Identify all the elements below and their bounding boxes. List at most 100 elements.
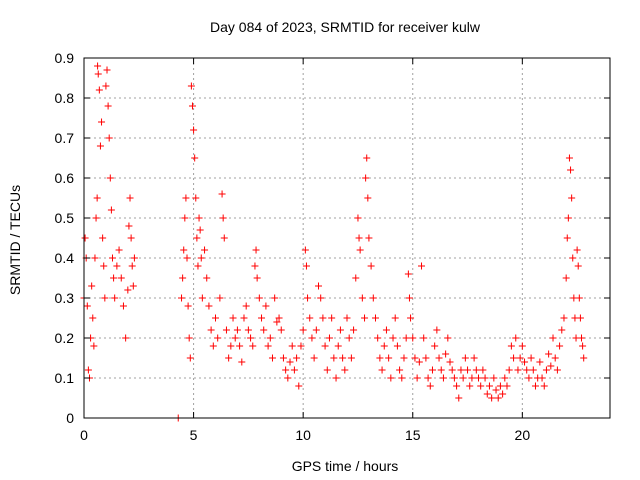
data-point bbox=[483, 390, 491, 398]
data-point bbox=[92, 214, 100, 222]
data-point bbox=[575, 294, 583, 302]
data-point bbox=[186, 354, 194, 362]
data-point bbox=[182, 194, 190, 202]
data-point bbox=[107, 206, 115, 214]
data-point bbox=[113, 262, 121, 270]
data-point bbox=[271, 294, 279, 302]
data-point bbox=[579, 342, 587, 350]
data-point bbox=[218, 190, 226, 198]
data-point bbox=[302, 262, 310, 270]
data-point bbox=[355, 234, 363, 242]
data-point bbox=[96, 142, 104, 150]
data-point bbox=[84, 366, 92, 374]
data-point bbox=[466, 382, 474, 390]
data-point bbox=[472, 366, 480, 374]
data-point bbox=[576, 314, 584, 322]
data-point bbox=[507, 342, 515, 350]
data-point bbox=[205, 302, 213, 310]
data-point bbox=[580, 354, 588, 362]
data-point bbox=[119, 302, 127, 310]
data-point bbox=[100, 262, 108, 270]
data-point bbox=[516, 354, 524, 362]
chart-title: Day 084 of 2023, SRMTID for receiver kul… bbox=[210, 19, 481, 35]
data-point bbox=[545, 350, 553, 358]
data-point bbox=[398, 374, 406, 382]
data-point bbox=[369, 294, 377, 302]
data-point bbox=[242, 302, 250, 310]
data-point bbox=[268, 354, 276, 362]
data-point bbox=[446, 358, 454, 366]
grid-lines bbox=[84, 58, 610, 418]
data-point bbox=[108, 254, 116, 262]
data-point bbox=[391, 314, 399, 322]
data-point bbox=[319, 314, 327, 322]
y-tick-label: 0.5 bbox=[55, 210, 75, 226]
data-point bbox=[321, 342, 329, 350]
x-tick-label: 5 bbox=[190, 427, 198, 443]
data-point bbox=[341, 366, 349, 374]
data-point bbox=[106, 174, 114, 182]
data-point bbox=[212, 314, 219, 322]
data-point bbox=[94, 70, 102, 78]
data-point bbox=[496, 382, 504, 390]
y-tick-label: 0.3 bbox=[55, 290, 75, 306]
data-point bbox=[573, 246, 581, 254]
data-point bbox=[503, 382, 511, 390]
data-point bbox=[330, 354, 338, 362]
data-point bbox=[521, 358, 529, 366]
data-point bbox=[453, 382, 461, 390]
data-point bbox=[124, 286, 132, 294]
data-point bbox=[567, 166, 575, 174]
data-point bbox=[529, 366, 537, 374]
data-point bbox=[376, 354, 384, 362]
data-point bbox=[336, 326, 344, 334]
data-point bbox=[98, 118, 106, 126]
data-point bbox=[485, 382, 493, 390]
data-point bbox=[191, 154, 199, 162]
data-point bbox=[481, 374, 489, 382]
data-point bbox=[129, 282, 137, 290]
data-point bbox=[358, 294, 366, 302]
data-point bbox=[193, 234, 201, 242]
data-point bbox=[181, 214, 189, 222]
data-point bbox=[192, 194, 200, 202]
data-point bbox=[251, 262, 259, 270]
data-point bbox=[102, 82, 110, 90]
data-point bbox=[367, 262, 375, 270]
data-point bbox=[475, 374, 482, 382]
y-tick-label: 0.1 bbox=[55, 370, 75, 386]
data-point bbox=[411, 354, 419, 362]
data-point bbox=[464, 366, 472, 374]
data-point bbox=[304, 294, 312, 302]
data-point bbox=[527, 354, 535, 362]
data-point bbox=[194, 262, 202, 270]
data-point bbox=[225, 354, 233, 362]
data-point bbox=[99, 234, 107, 242]
data-point bbox=[437, 366, 445, 374]
x-tick-label: 20 bbox=[515, 427, 531, 443]
data-point bbox=[198, 294, 206, 302]
data-point bbox=[128, 262, 136, 270]
data-point bbox=[459, 374, 467, 382]
data-point bbox=[400, 354, 408, 362]
data-point bbox=[253, 274, 261, 282]
data-point bbox=[301, 246, 309, 254]
data-point bbox=[216, 294, 224, 302]
data-point bbox=[470, 354, 478, 362]
data-point bbox=[409, 334, 417, 342]
data-point bbox=[94, 62, 102, 70]
data-point bbox=[220, 234, 228, 242]
data-point bbox=[363, 154, 371, 162]
data-point bbox=[433, 326, 441, 334]
data-point bbox=[389, 334, 397, 342]
data-point bbox=[448, 366, 456, 374]
data-point bbox=[512, 334, 520, 342]
data-point bbox=[238, 358, 246, 366]
data-point bbox=[88, 282, 96, 290]
data-point bbox=[310, 354, 318, 362]
data-point bbox=[299, 326, 307, 334]
data-point bbox=[564, 214, 572, 222]
data-point bbox=[249, 342, 257, 350]
data-point bbox=[479, 366, 487, 374]
data-point bbox=[83, 302, 91, 310]
